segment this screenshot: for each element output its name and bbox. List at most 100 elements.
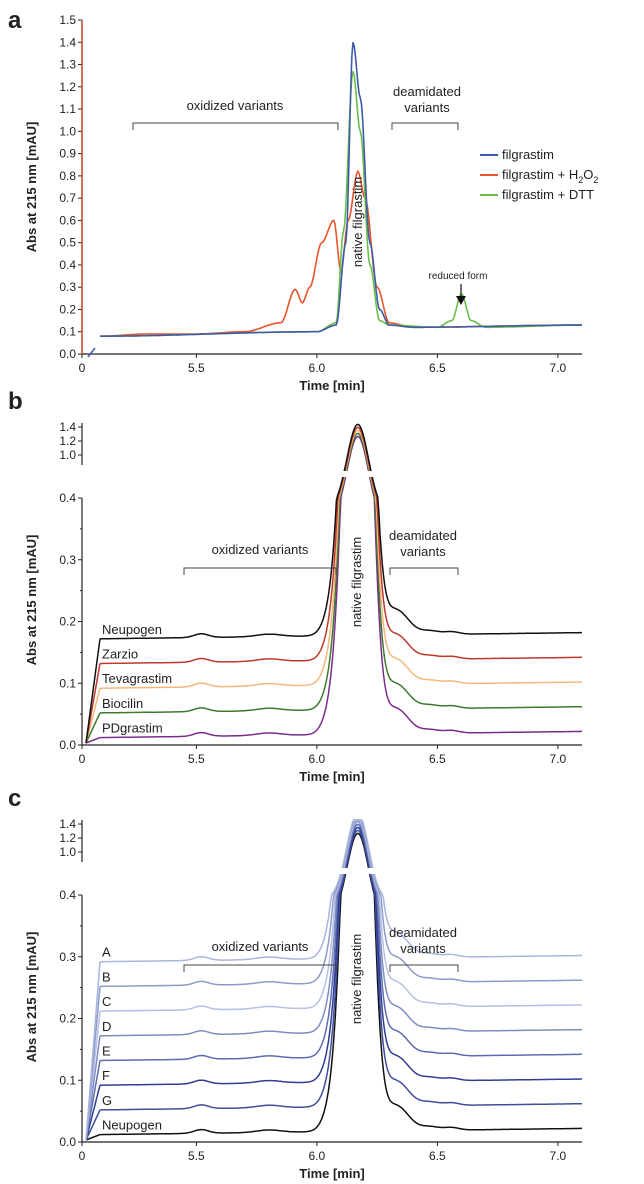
legend-sub: 2 [578, 175, 583, 185]
legend-text: O [583, 167, 593, 182]
y-tick-label-upper: 1.2 [59, 434, 76, 448]
y-tick-label: 0.5 [59, 236, 76, 250]
panel-label: b [8, 388, 23, 415]
x-tick-label: 6.5 [429, 1149, 446, 1163]
annotation-deamidated-1: deamidated [389, 528, 457, 543]
y-tick-label-upper: 1.2 [59, 831, 76, 845]
series-label-3: Biocilin [102, 696, 143, 711]
series-line-4 [100, 435, 582, 739]
y-tick-label: 0.9 [59, 147, 76, 161]
series-line-1 [100, 426, 582, 665]
series-line-5 [100, 826, 582, 1086]
bracket-oxidized [132, 122, 339, 130]
panel-label: c [8, 785, 21, 812]
series-line-4 [100, 823, 582, 1062]
series-label-6: G [102, 1093, 112, 1108]
series-line-7 [100, 832, 582, 1136]
annotation-oxidized: oxidized variants [187, 98, 284, 113]
y-tick-label: 0.4 [59, 888, 76, 902]
x-tick-label: 7.0 [550, 752, 567, 766]
bracket-deamidated [391, 122, 459, 130]
series-line-2 [100, 819, 582, 1012]
x-tick-label: 5.5 [188, 361, 205, 375]
y-tick-label: 1.3 [59, 58, 76, 72]
annotation-native: native filgrastim [350, 177, 365, 267]
axis-break-gap [340, 868, 384, 874]
y-tick-label: 0.0 [59, 738, 76, 752]
x-tick-label: 5.5 [188, 1149, 205, 1163]
arrow-head [456, 296, 466, 305]
annotation-native: native filgrastim [349, 537, 364, 627]
x-tick-label: 6.0 [309, 752, 326, 766]
panel-c: c 1.41.21.0 0.0 0.1 0.2 0.3 0.4 0 5.5 6.0 6.5 7.0 Ti… [8, 785, 582, 1181]
annotation-deamidated-1: deamidated [389, 925, 457, 940]
legend-sub: 2 [593, 175, 598, 185]
y-tick-label: 0.2 [59, 615, 76, 629]
series-start-3 [85, 712, 101, 744]
series-line-2 [100, 429, 582, 689]
y-tick-label: 0.0 [59, 347, 76, 361]
series-start-6 [85, 1109, 101, 1141]
annotation-deamidated-1: deamidated [393, 84, 461, 99]
annotation-native: native filgrastim [349, 934, 364, 1024]
series-label-7: Neupogen [102, 1118, 162, 1133]
x-tick-label: 7.0 [550, 1149, 567, 1163]
series-label-4: PDgrastim [102, 721, 163, 736]
series-label-3: D [102, 1019, 111, 1034]
series-label-2: C [102, 994, 111, 1009]
x-tick-label: 0 [79, 361, 86, 375]
axis-break-gap [340, 471, 384, 477]
y-axis-label: Abs at 215 nm [mAU] [24, 122, 39, 253]
y-tick-label: 0.1 [59, 325, 76, 339]
x-tick-label: 6.0 [309, 361, 326, 375]
annotation-oxidized: oxidized variants [212, 939, 309, 954]
x-tick-label: 7.0 [550, 361, 567, 375]
series-label-1: Zarzio [102, 646, 138, 661]
x-tick-label: 6.5 [429, 361, 446, 375]
series-label-0: A [102, 945, 111, 960]
y-tick-label: 0.2 [59, 302, 76, 316]
annotation-deamidated-2: variants [400, 941, 446, 956]
y-tick-label: 0.3 [59, 553, 76, 567]
legend-text: filgrastim + H [502, 167, 578, 182]
y-tick-label: 0.8 [59, 169, 76, 183]
bracket-deamidated [389, 567, 459, 575]
bracket-oxidized [183, 964, 337, 972]
series-start-0 [85, 638, 101, 744]
series-start-0 [85, 961, 101, 1141]
x-tick-label: 5.5 [188, 752, 205, 766]
y-tick-label: 0.3 [59, 950, 76, 964]
y-axis-label: Abs at 215 nm [mAU] [24, 932, 39, 1063]
y-tick-label: 1.4 [59, 35, 76, 49]
panel-label: a [8, 7, 22, 34]
x-tick-label: 6.5 [429, 752, 446, 766]
y-tick-label-upper: 1.4 [59, 420, 76, 434]
bracket-deamidated [389, 964, 459, 972]
y-tick-label: 1.1 [59, 102, 76, 116]
y-tick-label-upper: 1.0 [59, 448, 76, 462]
series-label-5: F [102, 1068, 110, 1083]
annotation-deamidated-2: variants [400, 544, 446, 559]
panel-a: a 0.0 0.1 0.2 0.3 0.4 0.5 0.6 0.7 0.8 0.9 1.0 1.1 1.2… [8, 7, 598, 393]
series-line-3 [100, 820, 582, 1037]
x-axis-label: Time [min] [299, 1166, 365, 1181]
series-line-1 [100, 819, 582, 988]
native-label-bg [352, 919, 368, 1039]
x-axis-label: Time [min] [299, 769, 365, 784]
series-label-4: E [102, 1043, 111, 1058]
series-label-2: Tevagrastim [102, 671, 172, 686]
x-tick-label: 0 [79, 752, 86, 766]
series-line-3 [100, 432, 582, 714]
y-tick-label: 0.3 [59, 280, 76, 294]
series-line-2 [100, 70, 582, 338]
axis-break-mark [87, 347, 96, 358]
series-label-1: B [102, 969, 111, 984]
y-tick-label: 0.1 [59, 676, 76, 690]
annotation-oxidized: oxidized variants [212, 542, 309, 557]
annotation-deamidated-2: variants [404, 100, 450, 115]
x-tick-label: 6.0 [309, 1149, 326, 1163]
y-tick-label: 0.2 [59, 1012, 76, 1026]
panel-b: b 1.41.21.0 0.0 0.1 0.2 0.3 0.4 0 5.5 6.0 6.5 7.0 Ti… [8, 388, 582, 784]
bracket-oxidized [183, 567, 337, 575]
